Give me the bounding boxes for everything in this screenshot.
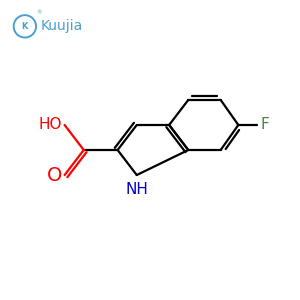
Text: F: F (260, 118, 269, 133)
Text: ®: ® (36, 10, 41, 15)
Text: K: K (22, 22, 28, 31)
Text: HO: HO (39, 118, 62, 133)
Text: Kuujia: Kuujia (40, 19, 83, 33)
Text: NH: NH (126, 182, 149, 197)
Text: O: O (47, 166, 62, 184)
